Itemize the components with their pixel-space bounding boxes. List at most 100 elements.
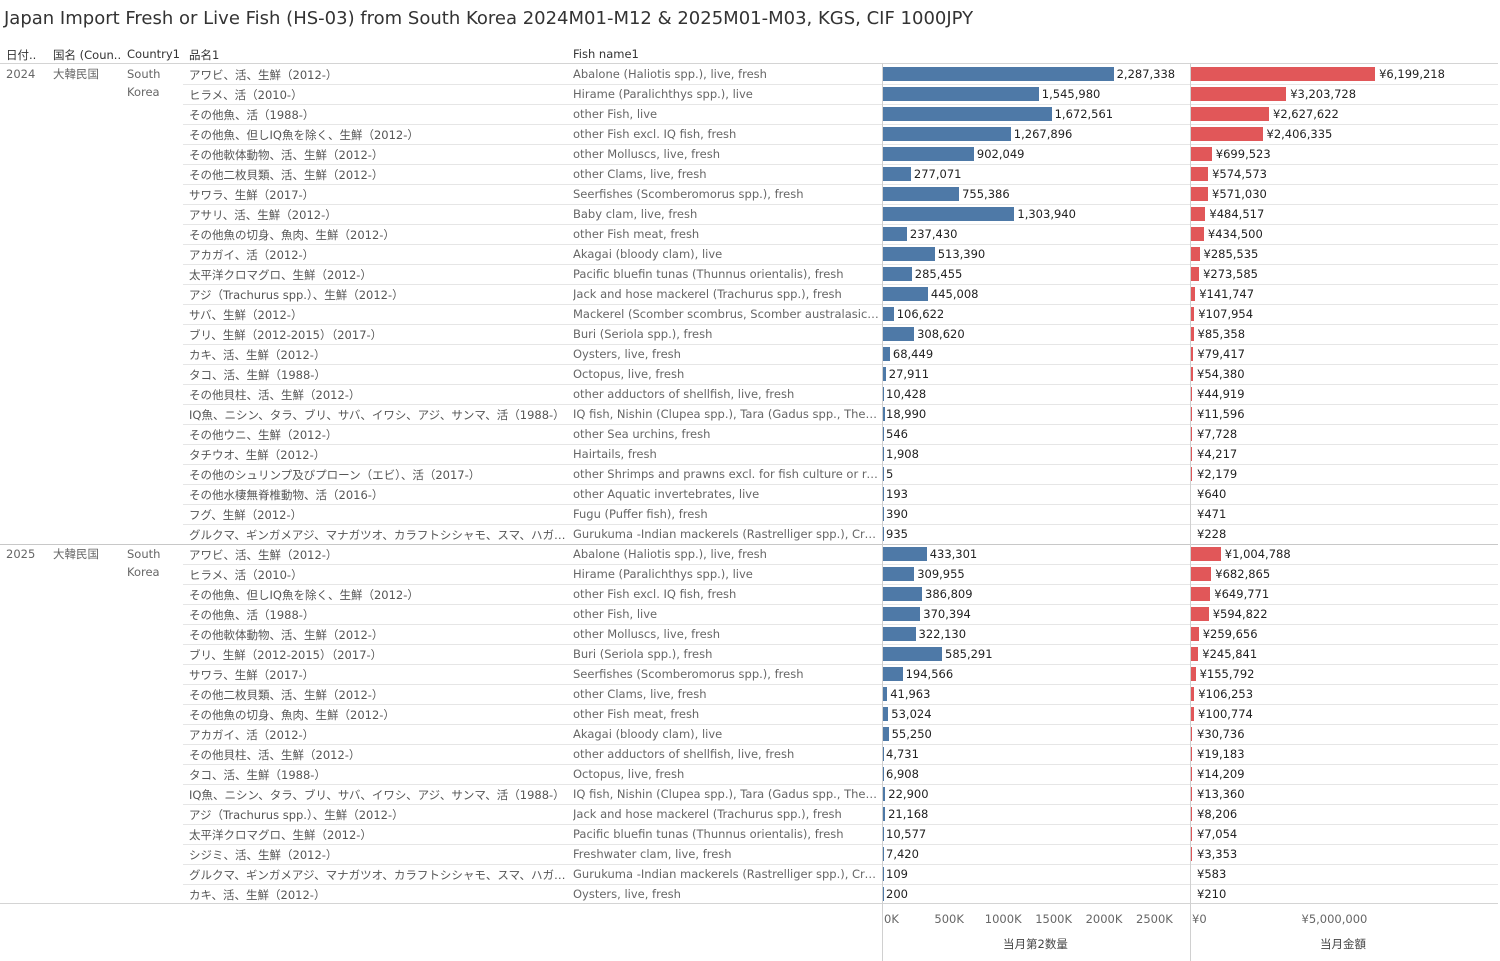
value-bar[interactable] <box>1191 587 1211 601</box>
qty-bar[interactable] <box>883 707 889 721</box>
value-bar[interactable] <box>1191 287 1196 301</box>
value-bar[interactable] <box>1191 347 1194 361</box>
value-bar[interactable] <box>1191 727 1192 741</box>
qty-bar[interactable] <box>883 807 886 821</box>
header-name-en[interactable]: Fish name1 <box>573 47 639 61</box>
header-country-jp[interactable]: 国名 (Coun.. <box>53 48 122 62</box>
qty-label: 10,577 <box>886 827 927 841</box>
qty-bar[interactable] <box>883 187 960 201</box>
qty-bar[interactable] <box>883 727 889 741</box>
qty-bar[interactable] <box>883 267 912 281</box>
qty-bar[interactable] <box>883 587 922 601</box>
qty-bar[interactable] <box>883 427 884 441</box>
value-bar[interactable] <box>1191 207 1206 221</box>
row-divider <box>183 684 1498 685</box>
qty-bar[interactable] <box>883 607 921 621</box>
qty-bar[interactable] <box>883 207 1015 221</box>
qty-bar[interactable] <box>883 487 884 501</box>
qty-axis-tick: 1000K <box>984 912 1022 926</box>
row-divider <box>183 564 1498 565</box>
value-bar[interactable] <box>1191 387 1193 401</box>
header-name-jp[interactable]: 品名1 <box>189 48 220 62</box>
table-row: ブリ、生鮮（2012-2015）（2017-） Buri (Seriola spp… <box>0 644 1498 664</box>
qty-bar[interactable] <box>883 327 915 341</box>
table-row: グルクマ、ギンガメアジ、マナガツオ、カラフトシシャモ、スマ、ハガツオ、生鮮（20… <box>0 864 1498 884</box>
value-bar[interactable] <box>1191 327 1194 341</box>
value-bar[interactable] <box>1191 687 1195 701</box>
qty-bar[interactable] <box>883 547 927 561</box>
qty-bar[interactable] <box>883 467 884 481</box>
fish-name-en: other Clams, live, fresh <box>573 167 707 181</box>
qty-bar[interactable] <box>883 647 942 661</box>
qty-bar[interactable] <box>883 287 928 301</box>
qty-bar[interactable] <box>883 387 885 401</box>
qty-bar[interactable] <box>883 447 884 461</box>
qty-bar[interactable] <box>883 107 1052 121</box>
value-bar[interactable] <box>1191 87 1287 101</box>
qty-bar[interactable] <box>883 307 894 321</box>
qty-bar[interactable] <box>883 627 916 641</box>
qty-bar[interactable] <box>883 667 903 681</box>
fish-name-en: other Fish excl. IQ fish, fresh <box>573 127 737 141</box>
qty-bar[interactable] <box>883 227 907 241</box>
value-bar[interactable] <box>1191 107 1269 121</box>
value-bar[interactable] <box>1191 747 1192 761</box>
qty-bar[interactable] <box>883 827 885 841</box>
qty-bar[interactable] <box>883 867 884 881</box>
value-bar[interactable] <box>1191 267 1200 281</box>
qty-bar[interactable] <box>883 747 884 761</box>
qty-bar[interactable] <box>883 507 884 521</box>
qty-bar[interactable] <box>883 147 974 161</box>
qty-label: 1,908 <box>886 447 919 461</box>
qty-bar[interactable] <box>883 847 884 861</box>
qty-label: 308,620 <box>917 327 965 341</box>
value-bar[interactable] <box>1191 167 1209 181</box>
qty-bar[interactable] <box>883 247 935 261</box>
value-label: ¥19,183 <box>1197 747 1245 761</box>
table-row: その他魚、活（1988-） other Fish, live 370,394 ¥594… <box>0 604 1498 624</box>
fish-name-en: other adductors of shellfish, live, fres… <box>573 387 795 401</box>
value-label: ¥699,523 <box>1215 147 1271 161</box>
row-divider <box>183 744 1498 745</box>
qty-bar[interactable] <box>883 167 911 181</box>
value-bar[interactable] <box>1191 367 1193 381</box>
value-bar[interactable] <box>1191 607 1209 621</box>
fish-name-jp: その他貝柱、活、生鮮（2012-） <box>189 388 361 402</box>
header-country-en[interactable]: Country1 <box>127 47 181 61</box>
fish-name-en: other Shrimps and prawns excl. for fish … <box>573 467 879 481</box>
qty-bar[interactable] <box>883 87 1039 101</box>
qty-bar[interactable] <box>883 67 1114 81</box>
value-bar[interactable] <box>1191 247 1200 261</box>
qty-bar[interactable] <box>883 887 884 901</box>
value-bar[interactable] <box>1191 627 1199 641</box>
value-bar[interactable] <box>1191 147 1212 161</box>
qty-bar[interactable] <box>883 687 888 701</box>
value-bar[interactable] <box>1191 307 1195 321</box>
row-divider <box>183 584 1498 585</box>
qty-bar[interactable] <box>883 407 885 421</box>
value-bar[interactable] <box>1191 547 1221 561</box>
table-row: ヒラメ、活（2010-） Hirame (Paralichthys spp.), … <box>0 84 1498 104</box>
fish-name-en: Jack and hose mackerel (Trachurus spp.),… <box>573 287 842 301</box>
value-bar[interactable] <box>1191 567 1212 581</box>
qty-label: 1,672,561 <box>1054 107 1114 121</box>
qty-bar[interactable] <box>883 787 886 801</box>
value-bar[interactable] <box>1191 227 1204 241</box>
qty-bar[interactable] <box>883 127 1011 141</box>
qty-bar[interactable] <box>883 527 884 541</box>
qty-bar[interactable] <box>883 347 890 361</box>
header-date[interactable]: 日付.. <box>6 48 37 62</box>
value-label: ¥100,774 <box>1198 707 1253 721</box>
value-label: ¥571,030 <box>1212 187 1267 201</box>
value-bar[interactable] <box>1191 187 1208 201</box>
value-bar[interactable] <box>1191 67 1376 81</box>
qty-bar[interactable] <box>883 767 884 781</box>
qty-label: 5 <box>886 467 894 481</box>
value-bar[interactable] <box>1191 667 1196 681</box>
value-bar[interactable] <box>1191 707 1194 721</box>
value-bar[interactable] <box>1191 127 1263 141</box>
fish-name-jp: サワラ、生鮮（2017-） <box>189 668 315 682</box>
value-bar[interactable] <box>1191 647 1199 661</box>
qty-bar[interactable] <box>883 367 886 381</box>
qty-bar[interactable] <box>883 567 915 581</box>
